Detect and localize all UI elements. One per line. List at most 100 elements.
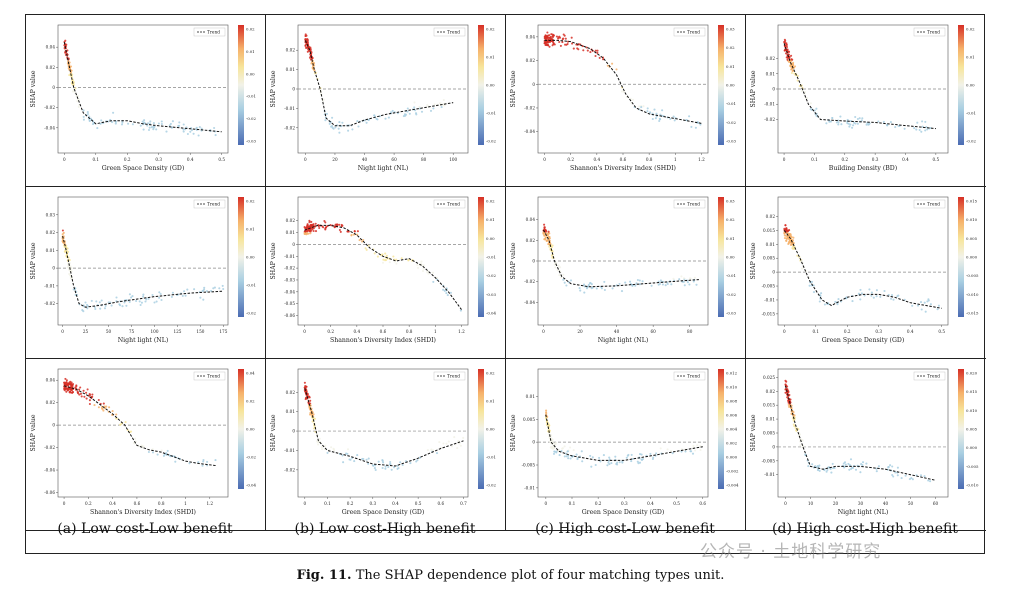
x-axis-label: Green Space Density (GD) [342,509,425,516]
scatter-point [178,121,181,124]
scatter-point [305,385,308,388]
scatter-point [848,464,851,467]
y-tick-label: 0.02 [286,390,296,395]
scatter-point [377,460,380,463]
scatter-point [307,232,310,235]
scatter-point [374,464,377,467]
scatter-point [929,480,932,483]
scatter-point [875,289,878,292]
scatter-point [785,42,788,45]
colorbar [958,197,964,317]
scatter-point [590,287,593,290]
colorbar-tick-label: 0.002 [726,441,738,446]
y-tick-label: -0.01 [764,297,775,302]
scatter-point [115,413,118,416]
scatter-point [205,290,208,293]
scatter-point [783,237,787,240]
scatter-point [426,271,429,274]
scatter-point [177,125,180,128]
y-tick-label: 0.005 [763,431,775,436]
scatter-point [789,243,792,246]
scatter-point [923,301,926,304]
scatter-point [324,227,327,230]
y-tick-label: -0.01 [524,485,535,490]
x-tick-label: 0.3 [621,501,628,506]
legend-label: Trend [447,375,460,380]
scatter-point [139,124,142,127]
scatter-point [801,267,804,270]
x-tick-label: 0 [784,501,787,506]
y-tick-label: -0.01 [44,283,55,288]
colorbar-tick-label: -0.03 [726,311,737,316]
scatter-point [222,287,225,291]
plot-frame [57,24,229,154]
scatter-point [195,126,198,129]
x-tick-label: 0.3 [872,157,879,162]
scatter-point [324,444,327,447]
scatter-point [927,479,930,482]
scatter-point [616,463,619,466]
scatter-point [197,461,200,464]
y-tick-label: 0.04 [46,378,56,383]
y-axis-label: SHAP value [30,242,37,279]
scatter-point [105,405,108,408]
scatter-point [572,47,575,50]
x-tick-label: 0.5 [673,501,680,506]
scatter-point [896,474,899,477]
scatter-point [621,461,624,464]
y-tick-label: -0.04 [44,125,55,130]
x-tick-label: 0 [783,157,786,162]
scatter-point [384,252,387,255]
y-tick-label: -0.01 [764,472,775,477]
scatter-point [131,123,134,126]
y-axis-label: SHAP value [510,70,517,107]
x-tick-label: 0.6 [437,501,444,506]
colorbar-tick-label: -0.01 [246,283,256,288]
scatter-point [654,117,657,120]
scatter-point [77,392,80,395]
y-tick-label: -0.005 [762,284,776,289]
scatter-point [435,452,439,455]
scatter-point [431,271,435,274]
scatter-point [809,108,812,111]
y-tick-label: 0 [292,242,295,247]
scatter-point [71,382,75,386]
scatter-point [311,56,314,60]
scatter-point [150,126,153,129]
scatter-point [563,455,566,458]
scatter-point [570,36,573,39]
colorbar [238,25,244,145]
scatter-point [552,452,556,455]
scatter-point [139,303,142,307]
caption-text: The SHAP dependence plot of four matchin… [355,568,725,583]
scatter-point [147,122,150,125]
colorbar-tick-label: -0.010 [966,483,979,488]
scatter-point [823,303,826,306]
y-tick-label: 0.02 [766,214,776,219]
scatter-point [107,301,110,304]
colorbar [718,369,724,489]
scatter-point [306,38,309,41]
scatter-point [440,106,443,109]
scatter-point [97,406,100,409]
scatter-point [579,289,582,292]
scatter-point [575,453,578,456]
shap-panel-r2c0: 0 0.2 0.4 0.6 0.8 1 1.2 0.04 0.02 0 -0.02 -0.04 -0.0… [26,359,266,531]
scatter-point [806,96,809,100]
scatter-point [563,281,566,284]
scatter-point [801,439,804,442]
x-tick-label: 0.4 [392,501,399,506]
x-tick-label: 25 [83,329,89,334]
x-tick-label: 1 [674,157,677,162]
scatter-point [916,304,920,307]
scatter-point [121,305,124,308]
x-tick-label: 0.2 [841,157,848,162]
scatter-point [642,105,645,108]
scatter-point [338,228,341,232]
scatter-point [688,283,691,286]
scatter-point [622,90,625,93]
scatter-point [793,414,796,417]
scatter-point [356,120,359,123]
scatter-point [603,288,606,292]
y-tick-label: 0.01 [286,230,296,235]
